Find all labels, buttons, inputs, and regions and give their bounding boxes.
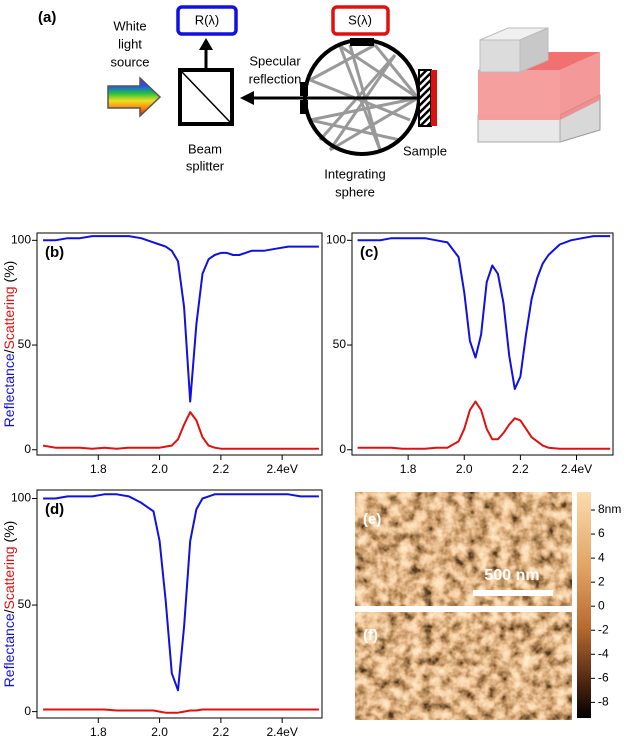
label: sphere (335, 184, 375, 199)
arrowhead (199, 38, 213, 50)
colorbar-tick-label: 2 (598, 574, 605, 588)
y-axis-label-part: / (1, 349, 17, 353)
colorbar-tick-label: -2 (598, 622, 609, 636)
y-tick-label: 50 (18, 337, 32, 351)
y-axis-label-part: Scattering (1, 546, 17, 609)
series-line (43, 235, 319, 403)
afm-image (355, 492, 572, 606)
x-tick-label: 2.2 (213, 462, 230, 476)
y-axis-label-part: Scattering (1, 286, 17, 349)
sample-layer (431, 70, 437, 126)
y-tick-label: 50 (333, 337, 347, 351)
y-axis-label: Reflectance/Scattering (%) (1, 261, 17, 428)
x-tick-label: 2.4eV (561, 462, 592, 476)
port (300, 100, 308, 114)
label: light (118, 36, 142, 51)
y-tick-label: 100 (11, 233, 31, 247)
sample (418, 69, 432, 127)
plot-frame (351, 232, 614, 456)
panel-label: (c) (360, 244, 378, 261)
colorbar-tick-label: 0 (598, 598, 605, 612)
x-tick-label: 1.8 (400, 462, 417, 476)
plot-frame (36, 489, 323, 719)
y-tick-label: 0 (339, 442, 346, 456)
scale-bar-label: 500 nm (484, 567, 539, 584)
colorbar-tick-label: 6 (598, 526, 605, 540)
y-axis-label-part: Reflectance (1, 613, 17, 687)
label: Sample (403, 143, 447, 158)
x-tick-label: 2.2 (213, 725, 230, 739)
y-axis-label-part: Reflectance (1, 353, 17, 427)
colorbar-tick-label: 4 (598, 550, 605, 564)
y-tick-label: 100 (326, 233, 346, 247)
s-box (331, 5, 390, 36)
y-axis-label-part: (%) (1, 261, 17, 283)
scale-bar (473, 590, 553, 596)
panel-label: (e) (363, 511, 381, 528)
y-tick-label: 100 (11, 491, 31, 505)
label: source (110, 54, 149, 69)
series-line (42, 411, 319, 450)
panel-label: (b) (45, 244, 64, 261)
afm: (e) (f) 500 nm (355, 492, 591, 720)
x-tick-label: 2.0 (151, 725, 168, 739)
x-tick-label: 2.0 (456, 462, 473, 476)
plot-frame (36, 232, 323, 456)
beam-splitter (178, 68, 234, 126)
y-axis-label-part: (%) (1, 521, 17, 543)
r-box (176, 5, 238, 36)
diagram: (a) White light source R(λ) Beam splitte… (38, 5, 601, 199)
x-tick-label: 2.4eV (266, 462, 297, 476)
panel-label: (d) (45, 501, 64, 518)
port (350, 38, 374, 46)
x-tick-label: 1.8 (90, 462, 107, 476)
colorbar (577, 492, 591, 718)
port (300, 82, 308, 96)
y-tick-label: 0 (24, 704, 31, 718)
colorbar-tick-label: 8nm (598, 502, 621, 516)
y-axis-label-part: / (1, 609, 17, 613)
colorbar-tick-label: -8 (598, 695, 609, 709)
series-line (43, 708, 319, 714)
arrowhead (240, 91, 254, 105)
sample-3d (477, 27, 601, 143)
panel-label: (a) (38, 9, 56, 26)
y-tick-label: 0 (24, 442, 31, 456)
light-arrow (107, 76, 162, 118)
series-line (357, 400, 611, 450)
colorbar-tick-label: -4 (598, 646, 609, 660)
splitter-mirror (181, 71, 231, 123)
x-tick-label: 1.8 (90, 725, 107, 739)
label: R(λ) (195, 12, 220, 27)
y-axis-label: Reflectance/Scattering (%) (1, 521, 17, 688)
label: Specular (249, 53, 301, 68)
series-line (357, 235, 611, 390)
afm-image (355, 612, 572, 720)
label: Integrating (324, 166, 385, 181)
series-line (43, 493, 319, 692)
label: S(λ) (348, 12, 372, 27)
x-tick-label: 2.4eV (266, 725, 297, 739)
label: White (113, 18, 146, 33)
panel-label: (f) (363, 627, 378, 644)
y-tick-label: 50 (18, 597, 32, 611)
label: reflection (249, 71, 302, 86)
colorbar-tick-label: -6 (598, 671, 609, 685)
x-tick-label: 2.2 (512, 462, 529, 476)
label: splitter (186, 158, 225, 173)
x-tick-label: 2.0 (151, 462, 168, 476)
label: Beam (188, 141, 222, 156)
